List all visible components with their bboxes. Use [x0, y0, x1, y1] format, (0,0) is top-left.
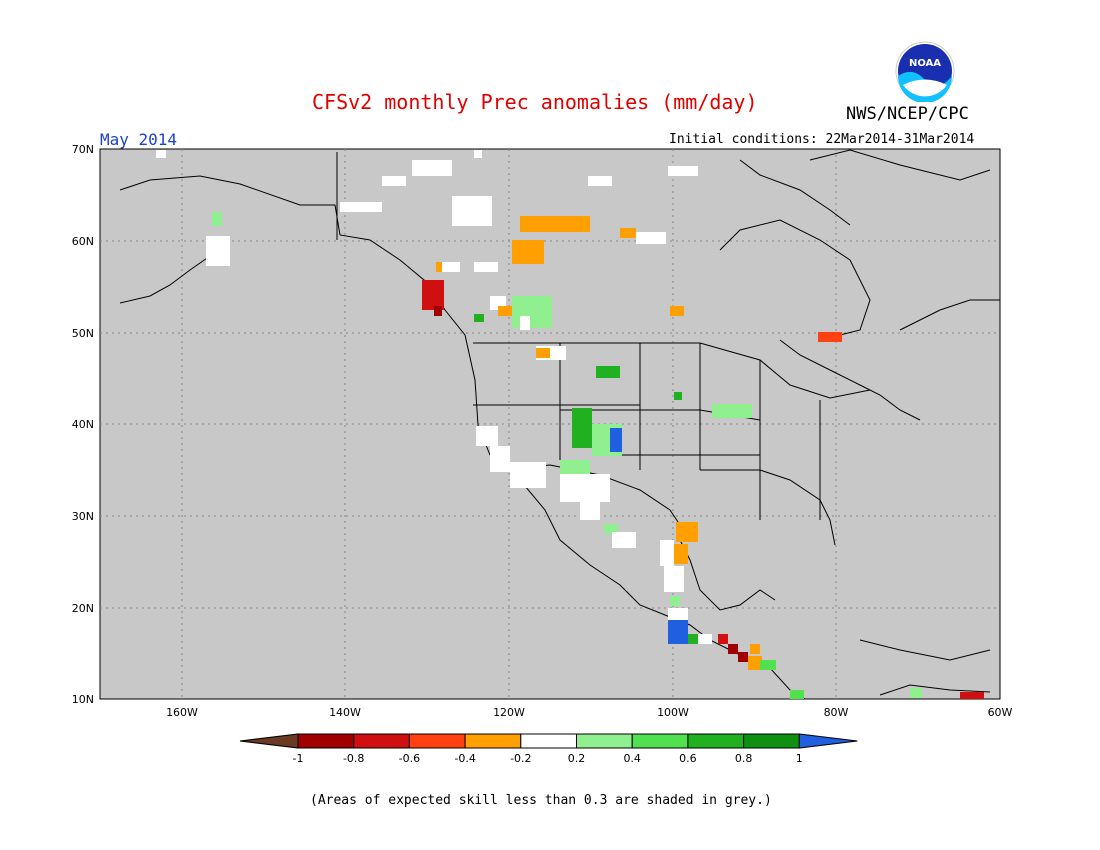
lat-label-20n: 20N: [71, 602, 94, 615]
organization-label: NWS/NCEP/CPC: [846, 104, 969, 124]
lat-label-70n: 70N: [71, 143, 94, 156]
lat-label-60n: 60N: [71, 235, 94, 248]
noaa-logo-text: NOAA: [909, 58, 941, 69]
colorbar-tick-label: 0.8: [734, 752, 753, 765]
colorbar-tick-label: 1: [795, 752, 803, 765]
forecast-period: May 2014: [100, 130, 178, 149]
lon-label-160w: 160W: [166, 706, 198, 719]
colorbar-tick-label: -0.8: [342, 752, 365, 765]
lon-label-100w: 100W: [657, 706, 689, 719]
colorbar-tick-label: -0.2: [510, 752, 532, 765]
lon-label-60w: 60W: [987, 706, 1013, 719]
colorbar-tick-label: -1: [292, 752, 304, 765]
anomaly-cells: [156, 150, 984, 699]
graticule: [100, 149, 1000, 699]
lat-label-30n: 30N: [71, 510, 94, 523]
lon-label-80w: 80W: [823, 706, 849, 719]
colorbar-tick-label: 0.4: [623, 752, 641, 765]
noaa-logo-icon: NOAA: [895, 41, 955, 102]
colorbar-tick-label: -0.4: [454, 752, 476, 765]
skill-footnote: (Areas of expected skill less than 0.3 a…: [310, 793, 772, 808]
colorbar-tick-label: -0.6: [398, 752, 421, 765]
lon-label-120w: 120W: [493, 706, 525, 719]
lat-label-40n: 40N: [71, 418, 94, 431]
colorbar-tick-label: 0.6: [679, 752, 697, 765]
lat-label-50n: 50N: [71, 327, 94, 340]
lon-label-140w: 140W: [329, 706, 361, 719]
colorbar-tick-label: 0.2: [567, 752, 586, 765]
initial-conditions: Initial conditions: 22Mar2014-31Mar2014: [669, 132, 975, 147]
lat-label-10n: 10N: [71, 693, 94, 706]
map-title: CFSv2 monthly Prec anomalies (mm/day): [312, 90, 758, 114]
